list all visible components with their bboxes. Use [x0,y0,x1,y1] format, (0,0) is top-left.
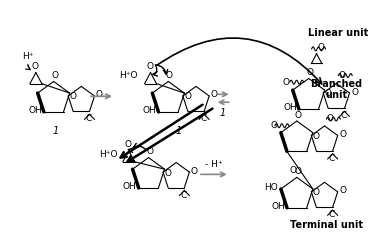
Text: O: O [191,167,198,176]
Text: O: O [283,78,290,87]
Text: C: C [200,114,206,123]
Text: O: O [146,147,153,156]
Text: 1: 1 [53,126,59,136]
Text: OH: OH [271,202,285,211]
Text: O: O [165,169,172,178]
Text: O: O [124,140,131,149]
Text: C: C [328,154,335,163]
Text: O: O [51,71,58,80]
Text: O: O [351,87,358,96]
Text: HO: HO [264,183,278,192]
Text: O: O [338,71,345,80]
Text: O: O [290,166,297,175]
Text: O: O [313,188,320,197]
Text: O: O [211,90,218,99]
Text: OH: OH [143,106,156,115]
Text: O: O [70,92,77,102]
Text: - H⁺: - H⁺ [205,160,223,169]
Text: O: O [306,68,313,77]
Text: OH: OH [28,106,42,115]
Text: O: O [313,132,320,141]
Text: Linear unit: Linear unit [308,28,368,38]
Text: C: C [85,114,92,123]
Text: OH: OH [123,182,137,191]
Text: C: C [340,112,347,121]
Text: Terminal unit: Terminal unit [290,220,363,230]
Text: H⁺O: H⁺O [119,71,138,80]
Text: O: O [96,90,103,99]
Text: H⁺O: H⁺O [100,150,118,159]
Text: Branched
unit: Branched unit [310,79,363,100]
Text: O: O [166,71,173,80]
Text: O: O [339,186,346,195]
Text: O: O [184,92,191,102]
Text: O: O [318,43,325,52]
Text: O: O [271,121,278,130]
Text: 1: 1 [175,126,181,136]
Text: OH: OH [283,104,297,113]
Text: H⁺: H⁺ [22,52,34,61]
Text: O: O [327,114,334,123]
Text: C: C [328,210,335,219]
Text: O: O [325,89,332,98]
Text: O: O [146,62,153,71]
Text: 1: 1 [220,108,226,118]
Text: O: O [339,130,346,139]
Text: C: C [180,191,187,200]
Text: O: O [294,111,301,120]
Text: O: O [31,62,38,71]
Text: O: O [294,167,301,176]
